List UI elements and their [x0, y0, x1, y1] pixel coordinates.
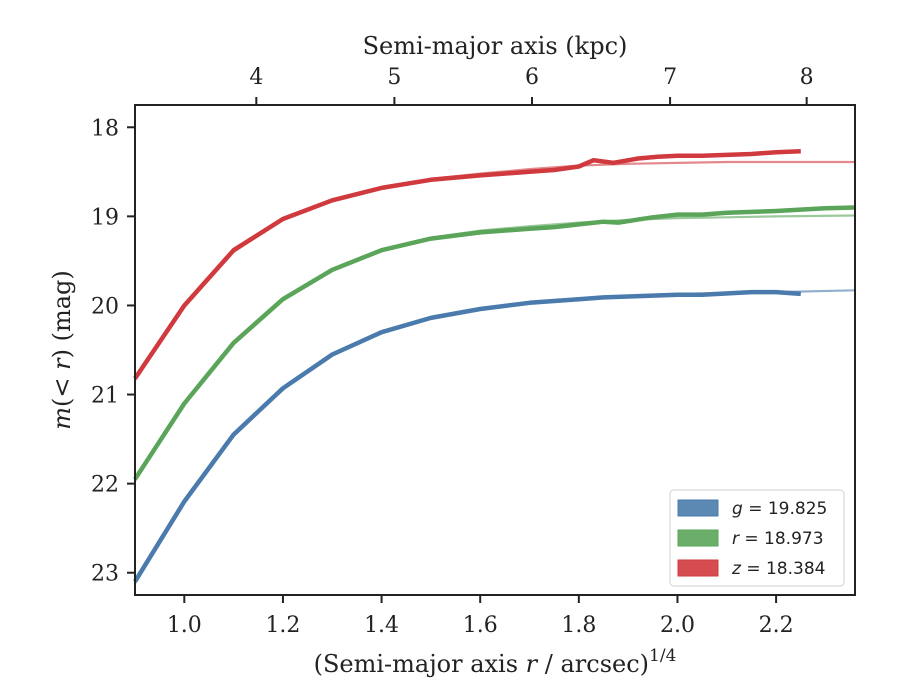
- legend-label-r: r = 18.973: [732, 529, 824, 549]
- top-tick-label: 8: [800, 65, 814, 90]
- legend-swatch-g: [677, 499, 719, 517]
- y-tick-label: 20: [91, 294, 119, 319]
- legend-swatch-z: [677, 559, 719, 577]
- x-tick-label: 1.6: [463, 613, 498, 638]
- legend-swatch-r: [677, 529, 719, 547]
- top-tick-label: 6: [525, 65, 539, 90]
- series-r-line: [133, 205, 856, 481]
- plot-lines: [133, 149, 856, 584]
- series-g-line: [133, 289, 801, 583]
- x-tick-label: 1.2: [265, 613, 300, 638]
- y-axis: 18 19 20 21 22 23: [91, 116, 135, 587]
- top-tick-label: 5: [387, 65, 401, 90]
- top-axis-title: Semi-major axis (kpc): [363, 32, 628, 60]
- x-tick-label: 1.8: [561, 613, 596, 638]
- y-tick-label: 18: [91, 116, 119, 141]
- y-tick-label: 22: [91, 473, 119, 498]
- plot-frame: [134, 104, 856, 596]
- y-tick-label: 21: [91, 384, 119, 409]
- x-tick-label: 2.0: [660, 613, 695, 638]
- series-z-line: [133, 149, 801, 380]
- y-axis-title: m(< r) (mag): [48, 270, 76, 430]
- x-axis-title: (Semi-major axis r / arcsec)1/4: [314, 646, 677, 678]
- series-z-model-line: [134, 160, 855, 381]
- top-axis: 4 5 6 7 8: [249, 65, 814, 105]
- legend-label-z: z = 18.384: [731, 559, 825, 579]
- top-tick-label: 7: [663, 65, 677, 90]
- top-tick-label: 4: [249, 65, 263, 90]
- legend-label-g: g = 19.825: [732, 499, 827, 519]
- x-tick-label: 2.2: [759, 613, 794, 638]
- series-r-model-line: [134, 214, 856, 482]
- x-tick-label: 1.0: [167, 613, 202, 638]
- x-tick-label: 1.4: [364, 613, 399, 638]
- legend: g = 19.825 r = 18.973 z = 18.384: [669, 489, 845, 587]
- y-tick-label: 23: [91, 562, 119, 587]
- x-axis: 1.0 1.2 1.4 1.6 1.8 2.0 2.2: [167, 595, 794, 638]
- y-tick-label: 19: [91, 205, 119, 230]
